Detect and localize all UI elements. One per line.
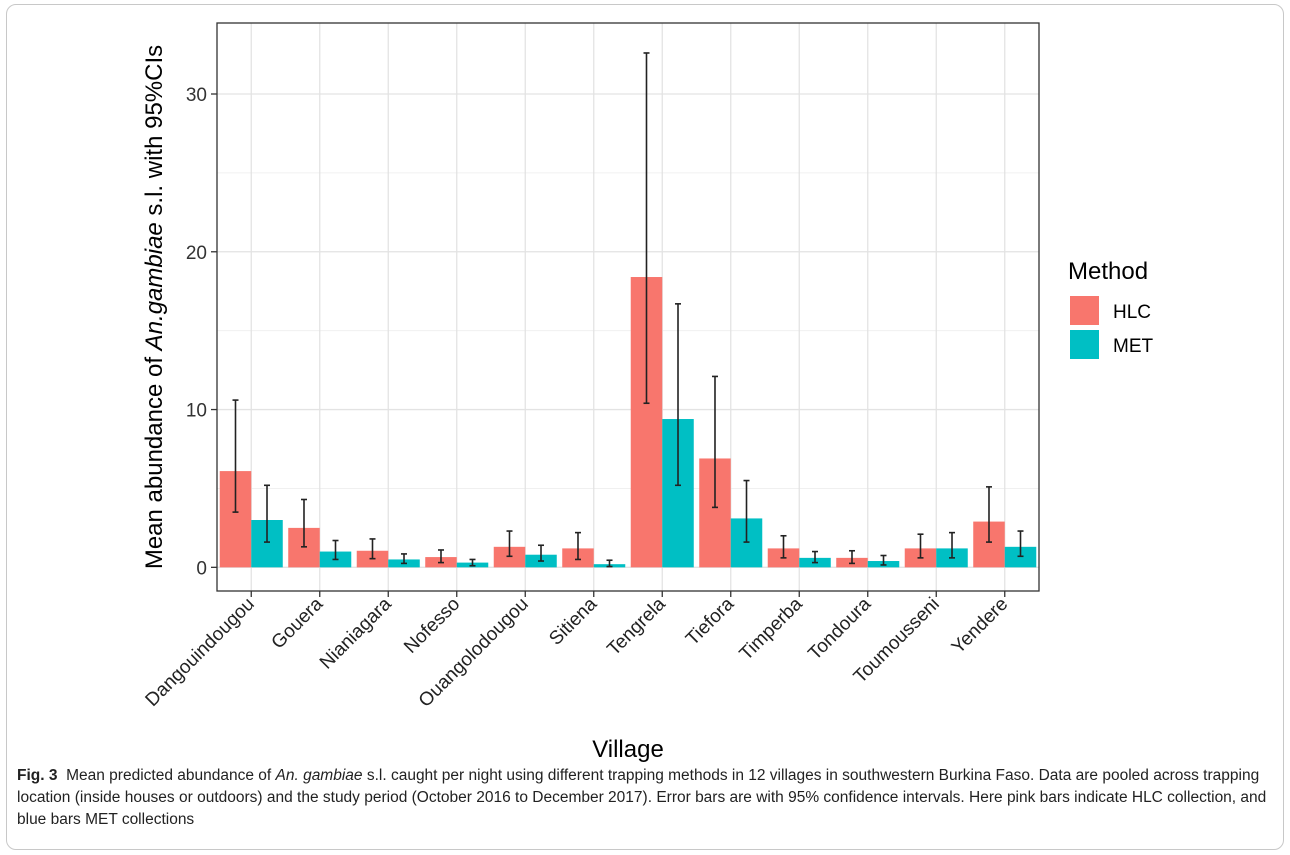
error-bar-met-yendere xyxy=(1017,530,1024,558)
x-axis-title: Village xyxy=(592,736,664,763)
figure-frame xyxy=(6,4,1284,850)
legend-swatch-met xyxy=(1070,330,1099,359)
error-bar-hlc-nofesso xyxy=(437,549,444,564)
error-bar-hlc-gouera xyxy=(300,498,307,548)
x-tick-label-nianiagara: Nianiagara xyxy=(316,593,396,673)
legend-label-met: MET xyxy=(1113,336,1154,357)
y-axis-title-part3: s.l. with 95%CIs xyxy=(141,45,168,222)
figure-label: Fig. 3 xyxy=(17,767,58,784)
x-tick-label-tengrela: Tengrela xyxy=(603,593,670,660)
y-tick-label: 0 xyxy=(196,558,207,579)
error-bar-met-timperba xyxy=(812,550,819,564)
error-bars-layer xyxy=(232,52,1024,568)
x-tick-label-dangouindougou: Dangouindougou xyxy=(142,594,259,711)
x-tick-label-timperba: Timperba xyxy=(736,593,807,664)
error-bar-hlc-tengrela xyxy=(643,52,650,405)
error-bar-hlc-nianiagara xyxy=(369,538,376,560)
x-tick-label-gouera: Gouera xyxy=(268,593,328,653)
y-axis-title-part1: Mean abundance of xyxy=(141,350,168,569)
error-bar-met-nianiagara xyxy=(401,553,408,565)
error-bar-hlc-timperba xyxy=(780,534,787,559)
x-tick-label-sitiena: Sitiena xyxy=(545,593,601,649)
y-tick-label: 20 xyxy=(186,243,207,264)
error-bar-hlc-dangouindougou xyxy=(232,399,239,513)
legend-swatch-hlc xyxy=(1070,296,1099,325)
x-tick-label-tiefora: Tiefora xyxy=(682,593,738,649)
error-bar-met-gouera xyxy=(332,539,339,561)
error-bar-met-dangouindougou xyxy=(264,484,271,543)
error-bar-met-tiefora xyxy=(743,479,750,543)
x-tick-label-nofesso: Nofesso xyxy=(400,594,464,658)
error-bar-hlc-ouangolodougou xyxy=(506,530,513,558)
error-bar-met-tengrela xyxy=(675,303,682,487)
error-bar-hlc-tiefora xyxy=(711,375,718,509)
figure-caption: Fig. 3 Mean predicted abundance of An. g… xyxy=(17,765,1267,831)
y-axis-title: Mean abundance of An.gambiae s.l. with 9… xyxy=(141,45,168,569)
x-tick-label-yendere: Yendere xyxy=(948,594,1012,658)
error-bar-met-toumousseni xyxy=(949,531,956,559)
error-bar-hlc-sitiena xyxy=(574,531,581,561)
error-bar-hlc-yendere xyxy=(985,486,992,543)
legend-label-hlc: HLC xyxy=(1113,302,1151,323)
y-axis-title-species: An.gambiae xyxy=(141,222,168,352)
y-tick-label: 10 xyxy=(186,401,207,422)
error-bar-hlc-toumousseni xyxy=(917,533,924,559)
y-axis: 0 10 20 30 xyxy=(186,85,217,579)
error-bar-met-tondoura xyxy=(880,554,887,566)
grid-lines xyxy=(217,23,1039,591)
y-tick-label: 30 xyxy=(186,85,207,106)
caption-text-2: s.l. caught per night using different tr… xyxy=(17,767,1267,828)
error-bar-hlc-tondoura xyxy=(848,549,855,565)
legend-title: Method xyxy=(1068,258,1148,285)
legend: Method HLC MET xyxy=(1068,258,1154,359)
caption-species: An. gambiae xyxy=(275,767,363,784)
caption-text-1: Mean predicted abundance of xyxy=(57,767,276,784)
x-tick-label-tondoura: Tondoura xyxy=(804,593,875,664)
plot-panel-border xyxy=(216,22,1040,592)
error-bar-met-ouangolodougou xyxy=(538,544,545,562)
error-bar-met-nofesso xyxy=(469,558,476,567)
plot-panel-bg xyxy=(217,23,1039,591)
error-bar-met-sitiena xyxy=(606,559,613,568)
